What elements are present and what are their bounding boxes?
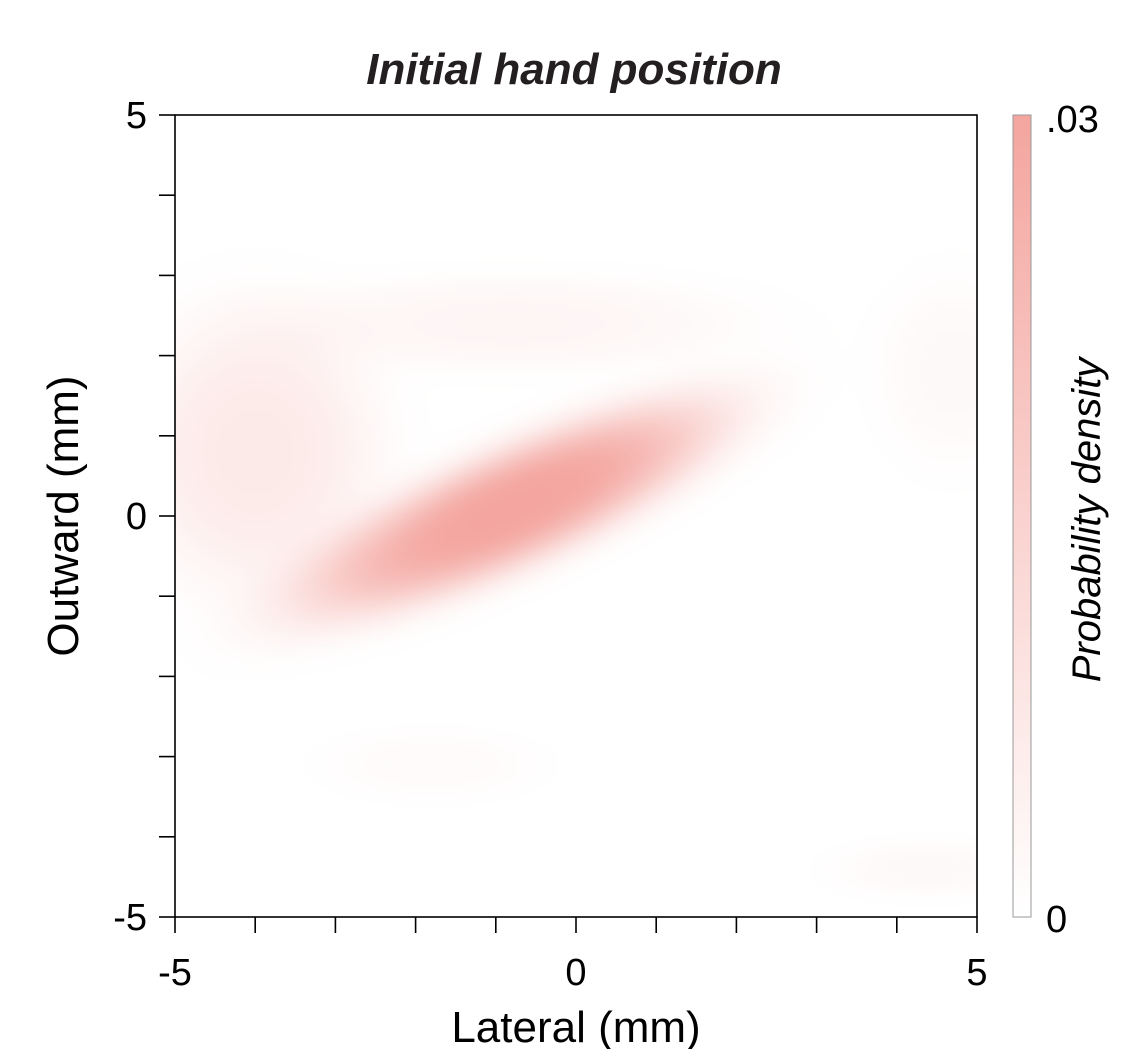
x-tick-label: -5 bbox=[158, 952, 192, 994]
colorbar bbox=[1012, 114, 1032, 918]
x-tick-label: 5 bbox=[966, 952, 987, 994]
density-heatmap bbox=[175, 115, 977, 917]
colorbar-min-label: 0 bbox=[1046, 899, 1067, 941]
x-tick-label: 0 bbox=[565, 952, 586, 994]
x-axis-ticks bbox=[174, 917, 978, 933]
x-axis-label: Lateral (mm) bbox=[451, 1003, 700, 1049]
y-tick-label: -5 bbox=[113, 897, 147, 939]
y-axis-tick-labels: 5 0 -5 bbox=[113, 95, 147, 939]
x-axis-tick-labels: -5 0 5 bbox=[158, 952, 987, 994]
y-tick-label: 5 bbox=[126, 95, 147, 137]
colorbar-max-label: .03 bbox=[1046, 99, 1099, 141]
colorbar-label: Probability density bbox=[1065, 355, 1109, 683]
chart-title: Initial hand position bbox=[366, 45, 782, 94]
y-axis-ticks bbox=[159, 114, 175, 918]
y-tick-label: 0 bbox=[126, 496, 147, 538]
y-axis-label: Outward (mm) bbox=[39, 375, 88, 656]
